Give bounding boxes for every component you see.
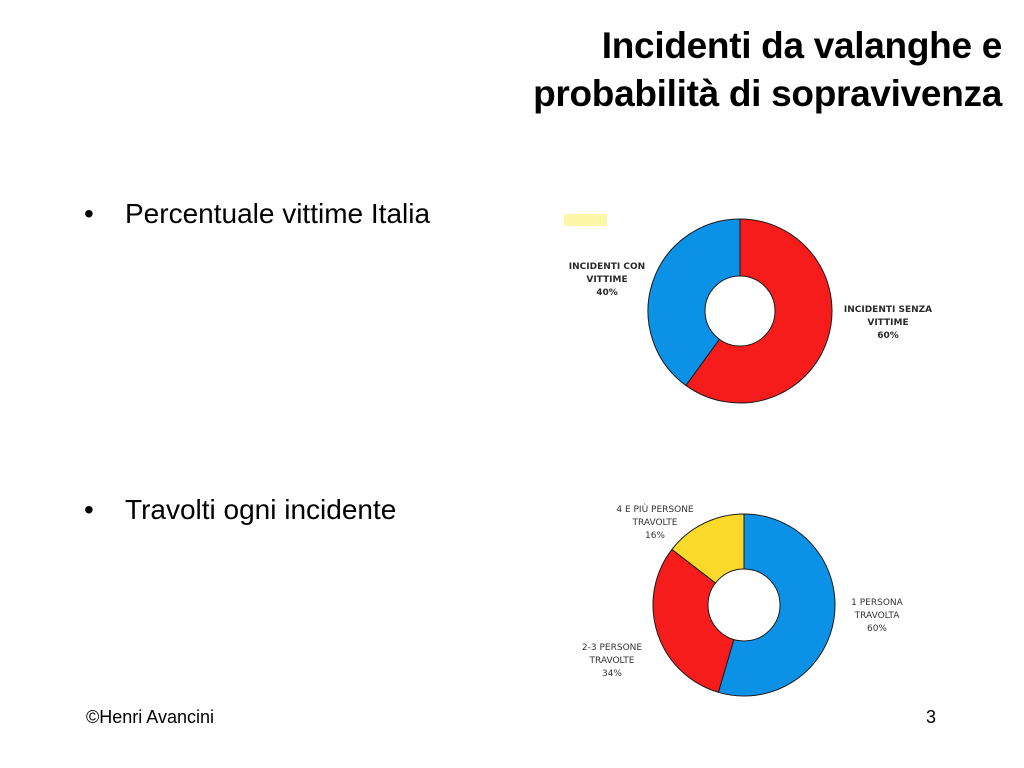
- slide-title-line-2: probabilità di sopravivenza: [533, 73, 1002, 114]
- bullet-dot: •: [84, 494, 94, 525]
- slice-label-1: 2-3 PERSONE TRAVOLTE 34%: [582, 643, 642, 679]
- slice-label-0: 1 PERSONA TRAVOLTA 60%: [851, 598, 903, 634]
- donut-hole: [704, 275, 776, 347]
- legend-swatch: [564, 214, 607, 226]
- slide-title-line-1: Incidenti da valanghe e: [601, 25, 1003, 66]
- slice-label-0: INCIDENTI SENZA VITTIME 60%: [844, 305, 932, 341]
- bullet-percentuale-vittime: • Percentuale vittime Italia: [84, 197, 430, 231]
- slide-title: Incidenti da valanghe e probabilità di s…: [302, 22, 1002, 118]
- donut-hole: [707, 568, 781, 642]
- slice-label-1: INCIDENTI CON VITTIME 40%: [569, 262, 645, 298]
- slice-label-2: 4 E PIÙ PERSONE TRAVOLTE 16%: [616, 503, 694, 541]
- page-number: 3: [925, 707, 936, 727]
- donut-slice-1: [652, 548, 745, 693]
- donut-slice-1: [647, 218, 741, 387]
- bullet-dot: •: [84, 198, 94, 229]
- bullet-text: Percentuale vittime Italia: [125, 198, 431, 229]
- footer-author: ©Henri Avancini: [86, 707, 214, 727]
- bullet-text: Travolti ogni incidente: [125, 494, 397, 525]
- bullet-travolti-ogni-incidente: • Travolti ogni incidente: [84, 493, 396, 527]
